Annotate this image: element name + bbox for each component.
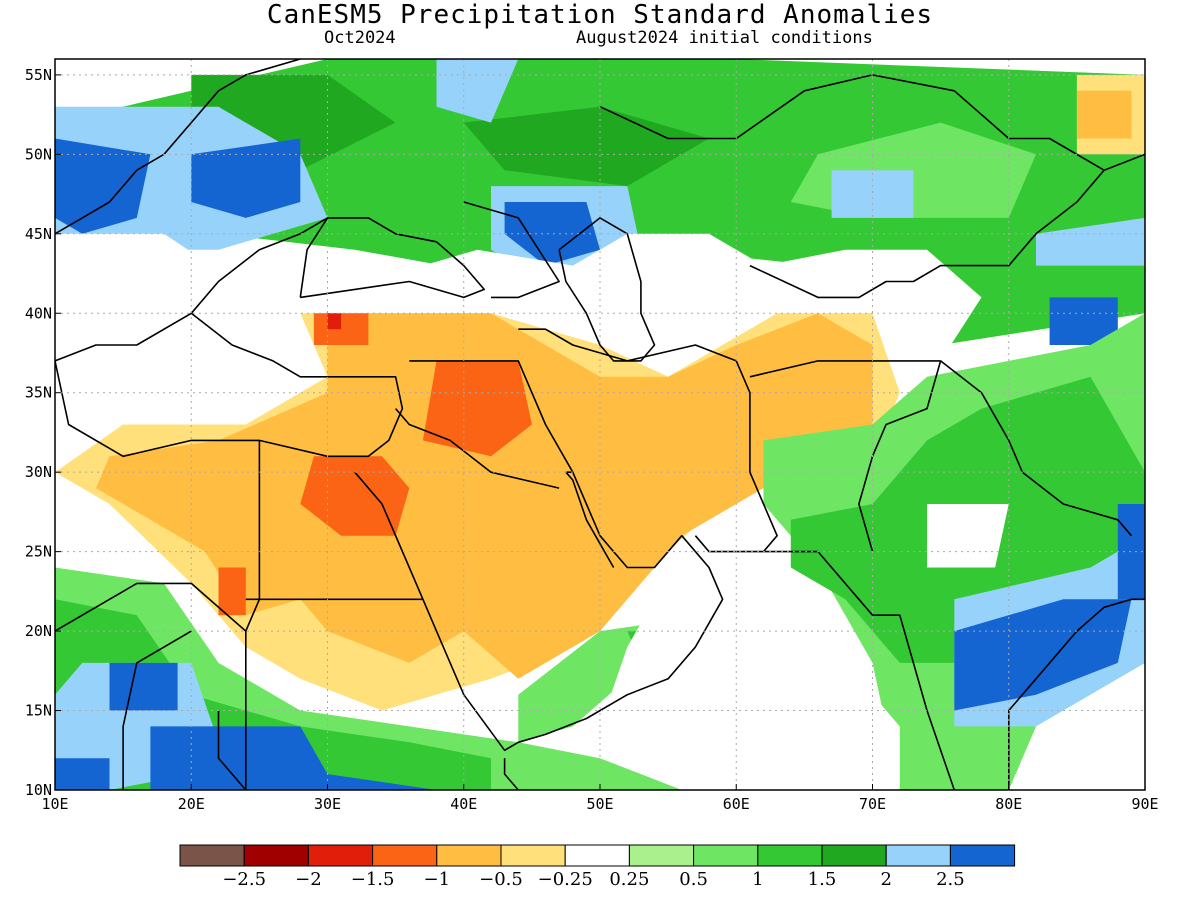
lon-tick-label: 50E [586,795,613,813]
colorbar-label: −0.5 [479,869,523,890]
coastline [354,471,724,752]
colorbar-label: 1 [752,869,763,890]
colorbar-label: −2 [295,869,322,890]
coastline [558,217,656,362]
colorbar-swatch [436,844,502,867]
coastline [394,408,560,489]
anomaly-region [436,59,519,123]
lat-tick-label: 35N [25,384,52,402]
colorbar-swatch [179,844,245,867]
anomaly-region [1117,504,1145,600]
initial-conditions: August2024 initial conditions [576,28,873,48]
lat-tick-label: 30N [25,463,52,481]
colorbar-label: −2.5 [222,869,266,890]
lat-tick-label: 40N [25,304,52,322]
graticule [55,59,1145,790]
anomaly-region [150,726,437,790]
coastline [463,201,560,299]
lon-tick-label: 80E [995,795,1022,813]
colorbar-swatch [693,844,759,867]
colorbar-swatch [949,844,1016,867]
colorbar-swatch [243,844,309,867]
anomaly-fill-layer [55,59,1145,790]
colorbar-label: −1.5 [351,869,395,890]
lat-tick-label: 45N [25,225,52,243]
colorbar-swatch [885,844,951,867]
longitude-axis: 10E 20E 30E 40E 50E 60E 70E 80E 90E [41,784,1159,813]
anomaly-region [1076,90,1132,139]
anomaly-region [55,138,151,234]
anomaly-region [313,313,369,345]
coastline [55,582,247,632]
coastline [245,440,261,790]
lat-tick-label: 50N [25,145,52,163]
lat-tick-label: 55N [25,66,52,84]
anomaly-region [327,313,342,330]
coastline [749,360,942,552]
lat-tick-label: 20N [25,622,52,640]
map-title: CanESM5 Precipitation Standard Anomalies [266,0,934,30]
latitude-axis: 10N 15N 20N 25N 30N 35N 40N 45N 50N 55N [25,66,61,799]
coastline [217,710,247,790]
anomaly-region [95,313,873,679]
anomaly-region [1036,217,1145,266]
anomaly-region [55,758,110,790]
colorbar-label: 0.25 [609,869,649,890]
colorbar-label: 2 [880,869,891,890]
anomaly-region [463,106,709,187]
lon-tick-label: 40E [450,795,477,813]
anomaly-region [1049,297,1118,345]
anomaly-region [191,138,301,218]
colorbar-swatch [500,844,566,867]
colorbar-swatch [307,844,374,867]
coastline [190,217,328,314]
lon-tick-label: 90E [1131,795,1158,813]
lon-tick-label: 70E [859,795,886,813]
coastline [518,328,778,553]
anomaly-region [954,599,1132,711]
colorbar-swatch [372,844,438,867]
colorbar-label: 2.5 [936,869,965,890]
forecast-month: Oct2024 [324,28,396,48]
colorbar-label: 0.5 [679,869,708,890]
anomaly-region [927,504,1009,568]
colorbar-swatch [757,844,823,867]
lon-tick-label: 30E [314,795,341,813]
colorbar-swatch [821,844,887,867]
colorbar: −2.5 −2 −1.5 −1 −0.5 −0.25 0.25 0.5 1 1.5 2 2.5 [179,844,1016,890]
coastline [694,535,956,790]
coastline [503,758,519,790]
lon-tick-label: 60E [723,795,750,813]
anomaly-region [600,535,900,790]
colorbar-swatch [564,844,630,867]
lat-tick-label: 15N [25,702,52,720]
coastline [409,360,574,473]
anomaly-region [831,170,914,218]
colorbar-label: 1.5 [808,869,837,890]
colorbar-label: −0.25 [538,869,593,890]
lat-tick-label: 10N [25,781,52,799]
colorbar-swatch [628,844,695,867]
coastline [749,153,1145,299]
lon-tick-label: 10E [41,795,68,813]
lon-tick-label: 20E [178,795,205,813]
anomaly-region [218,567,246,616]
anomaly-region [422,360,532,457]
coastline [299,217,485,299]
lat-tick-label: 25N [25,543,52,561]
anomaly-region [504,202,600,266]
colorbar-label: −1 [424,869,451,890]
coastline [122,630,192,790]
anomaly-region [109,662,178,711]
